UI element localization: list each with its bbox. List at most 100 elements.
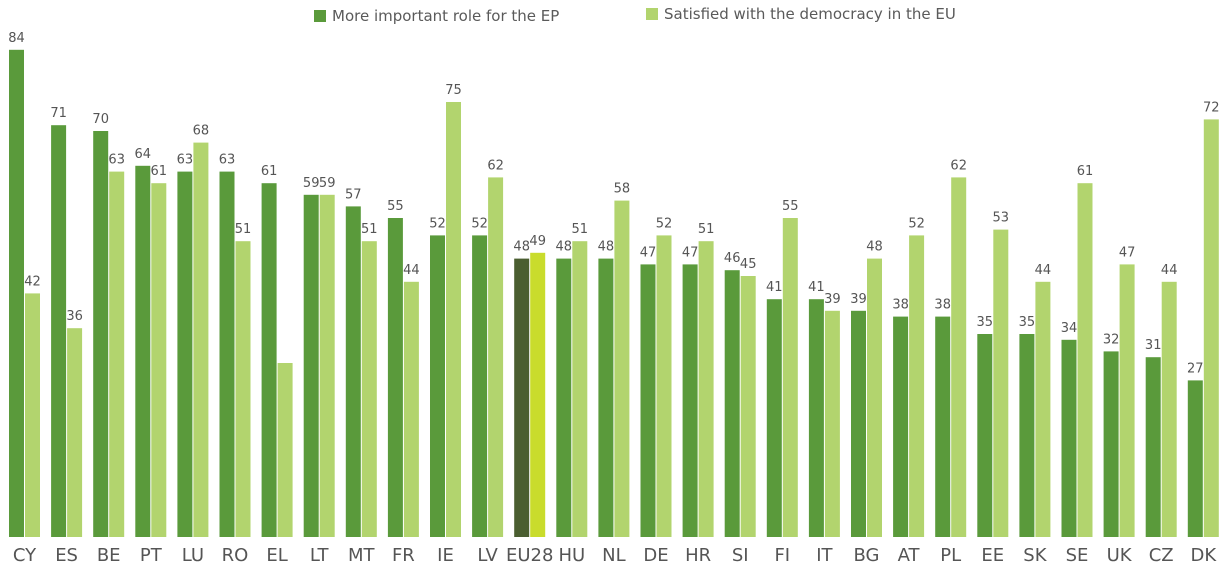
- value-label-ro-series-1: 63: [219, 153, 236, 168]
- bar-ro-series-2: [235, 241, 251, 537]
- legend-item-series-2: Satisfied with the democracy in the EU: [646, 5, 956, 23]
- value-label-eu28-series-1: 48: [513, 240, 530, 255]
- value-label-nl-series-1: 48: [598, 240, 615, 255]
- value-label-lv-series-2: 62: [487, 158, 504, 173]
- value-labels-layer: 84 42 71 36 70 63 64 61 63 68 63 51 61 59 59 57 51 55 44 52…: [8, 31, 1219, 377]
- value-label-be-series-1: 70: [92, 112, 109, 127]
- category-label-ro: RO: [222, 545, 249, 566]
- value-label-fi-series-2: 55: [782, 199, 799, 214]
- value-label-uk-series-2: 47: [1119, 245, 1136, 260]
- bar-lv-series-2: [488, 177, 504, 537]
- bar-ro-series-1: [219, 171, 235, 537]
- bar-mt-series-2: [361, 241, 377, 537]
- bar-dk-series-2: [1203, 119, 1219, 538]
- value-label-lt-series-2: 59: [319, 176, 336, 191]
- bar-el-series-1: [261, 183, 277, 537]
- bar-fr-series-2: [403, 281, 419, 537]
- value-label-nl-series-2: 58: [614, 182, 631, 197]
- value-label-ro-series-2: 51: [235, 222, 252, 237]
- value-label-cy-series-2: 42: [24, 274, 41, 289]
- bar-eu28-series-1: [514, 258, 530, 537]
- bars-layer: [9, 49, 1219, 538]
- bar-lt-series-2: [319, 194, 335, 538]
- bar-ie-series-2: [446, 102, 461, 537]
- category-label-ie: IE: [437, 545, 454, 566]
- bar-ee-series-2: [993, 229, 1009, 537]
- bar-pt-series-2: [151, 183, 167, 537]
- value-label-pl-series-1: 38: [934, 298, 951, 313]
- value-label-fr-series-2: 44: [403, 263, 420, 278]
- value-label-lu-series-1: 63: [177, 153, 194, 168]
- bar-se-series-1: [1061, 339, 1077, 537]
- bar-hu-series-1: [556, 258, 572, 537]
- value-label-es-series-1: 71: [50, 106, 67, 121]
- category-label-de: DE: [643, 545, 668, 566]
- value-label-fr-series-1: 55: [387, 199, 404, 214]
- bar-fi-series-2: [782, 218, 798, 537]
- value-label-cz-series-1: 31: [1145, 338, 1162, 353]
- value-label-bg-series-1: 39: [850, 292, 867, 307]
- bar-be-series-1: [93, 131, 109, 537]
- category-label-lv: LV: [477, 545, 498, 566]
- category-label-se: SE: [1066, 545, 1089, 566]
- bar-lu-series-1: [177, 171, 193, 537]
- category-label-nl: NL: [602, 545, 626, 566]
- category-label-eu28: EU28: [506, 545, 553, 566]
- value-label-lu-series-2: 68: [193, 124, 210, 139]
- value-label-hr-series-2: 51: [698, 222, 715, 237]
- bar-fi-series-1: [766, 299, 782, 537]
- bar-cz-series-1: [1145, 357, 1161, 537]
- value-label-sk-series-2: 44: [1035, 263, 1052, 278]
- legend-label-series-2: Satisfied with the democracy in the EU: [664, 5, 956, 23]
- bar-cz-series-2: [1161, 281, 1177, 537]
- bar-nl-series-2: [614, 200, 630, 537]
- bar-si-series-2: [740, 276, 756, 537]
- value-label-eu28-series-2: 49: [529, 234, 546, 249]
- value-label-se-series-2: 61: [1077, 164, 1094, 179]
- bar-hu-series-2: [572, 241, 588, 537]
- value-label-el-series-1: 61: [261, 164, 278, 179]
- legend: More important role for the EP Satisfied…: [314, 5, 956, 25]
- value-label-ee-series-2: 53: [993, 211, 1010, 226]
- value-label-at-series-2: 52: [908, 216, 925, 231]
- category-label-it: IT: [816, 545, 833, 566]
- legend-item-series-1: More important role for the EP: [314, 7, 559, 25]
- bar-uk-series-1: [1103, 351, 1119, 537]
- legend-label-series-1: More important role for the EP: [332, 7, 559, 25]
- bar-sk-series-1: [1019, 334, 1035, 537]
- bar-el-series-2: [277, 363, 293, 537]
- category-label-be: BE: [97, 545, 121, 566]
- category-label-uk: UK: [1107, 545, 1133, 566]
- category-label-si: SI: [732, 545, 749, 566]
- bar-pl-series-1: [935, 316, 951, 537]
- value-label-hu-series-2: 51: [572, 222, 589, 237]
- bar-it-series-2: [824, 310, 840, 537]
- bar-lu-series-2: [193, 142, 209, 537]
- category-labels-layer: CY ES BE PT LU RO EL LT MT FR IE LV EU28 HU NL DE HR SI FI…: [13, 545, 1217, 566]
- category-label-cz: CZ: [1149, 545, 1174, 566]
- category-label-pt: PT: [140, 545, 163, 566]
- bar-fr-series-1: [387, 218, 403, 537]
- value-label-mt-series-1: 57: [345, 187, 362, 202]
- value-label-se-series-1: 34: [1061, 321, 1078, 336]
- bar-bg-series-2: [867, 258, 882, 537]
- value-label-it-series-1: 41: [808, 280, 825, 295]
- value-label-sk-series-1: 35: [1019, 315, 1036, 330]
- bar-es-series-1: [51, 125, 67, 537]
- value-label-pt-series-1: 64: [135, 147, 152, 162]
- category-label-cy: CY: [13, 545, 37, 566]
- category-label-es: ES: [55, 545, 78, 566]
- bar-hr-series-1: [682, 264, 698, 537]
- category-label-bg: BG: [854, 545, 880, 566]
- category-label-lu: LU: [182, 545, 204, 566]
- value-label-fi-series-1: 41: [766, 280, 783, 295]
- bar-de-series-2: [656, 235, 672, 537]
- value-label-de-series-1: 47: [640, 245, 657, 260]
- value-label-at-series-1: 38: [892, 298, 909, 313]
- legend-swatch-series-1: [314, 10, 326, 22]
- value-label-si-series-2: 45: [740, 257, 757, 272]
- value-label-de-series-2: 52: [656, 216, 673, 231]
- bar-es-series-2: [67, 328, 83, 537]
- category-label-lt: LT: [310, 545, 330, 566]
- value-label-ie-series-1: 52: [429, 216, 446, 231]
